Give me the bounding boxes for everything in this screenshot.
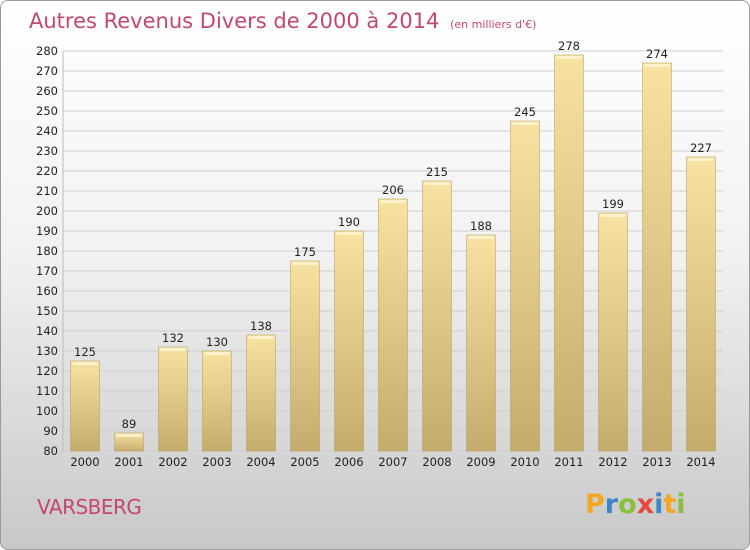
logo-letter: o	[618, 489, 637, 520]
y-tick-label: 170	[36, 264, 58, 278]
bar-highlight	[644, 64, 670, 67]
x-tick-label: 2000	[70, 455, 99, 469]
y-tick-label: 280	[36, 44, 58, 58]
bar-value-label: 278	[558, 39, 580, 53]
bar	[158, 346, 188, 452]
x-tick-label: 2011	[554, 455, 583, 469]
bar-highlight	[380, 200, 406, 203]
bar	[114, 432, 144, 452]
bar	[70, 360, 100, 452]
y-tick-label: 270	[36, 64, 58, 78]
bar	[598, 212, 628, 452]
bar	[202, 350, 232, 452]
x-tick-label: 2007	[378, 455, 407, 469]
bar	[290, 260, 320, 452]
y-tick-label: 250	[36, 104, 58, 118]
proxiti-logo: Proxiti	[585, 489, 686, 520]
logo-letter: P	[585, 489, 605, 520]
y-tick-label: 100	[36, 404, 58, 418]
y-tick-label: 190	[36, 224, 58, 238]
bar	[334, 230, 364, 452]
label-layer: 80 90 100 110 120 130 140 150 160 170 180 190 200 210…	[36, 39, 716, 469]
logo-letter: t	[663, 489, 677, 520]
bar-highlight	[72, 362, 98, 365]
bar-value-label: 190	[338, 215, 360, 229]
x-tick-label: 2010	[510, 455, 539, 469]
bar-highlight	[248, 336, 274, 339]
x-tick-label: 2003	[202, 455, 231, 469]
y-tick-label: 150	[36, 304, 58, 318]
logo-letter: i	[654, 489, 664, 520]
y-tick-label: 210	[36, 184, 58, 198]
bar-value-label: 132	[162, 331, 184, 345]
bar-value-label: 138	[250, 319, 272, 333]
y-tick-label: 260	[36, 84, 58, 98]
chart-title: Autres Revenus Divers de 2000 à 2014 (en…	[29, 9, 536, 33]
x-tick-label: 2014	[686, 455, 715, 469]
bar-layer	[70, 54, 716, 452]
bar-value-label: 245	[514, 105, 536, 119]
y-tick-label: 200	[36, 204, 58, 218]
y-tick-label: 230	[36, 144, 58, 158]
bar-value-label: 130	[206, 335, 228, 349]
bar-highlight	[468, 236, 494, 239]
bar-value-label: 227	[690, 141, 712, 155]
x-tick-label: 2001	[114, 455, 143, 469]
y-tick-label: 240	[36, 124, 58, 138]
bar	[378, 198, 408, 452]
bar-highlight	[204, 352, 230, 355]
bar-highlight	[556, 56, 582, 59]
y-tick-label: 110	[36, 384, 58, 398]
logo-letter: i	[676, 489, 686, 520]
chart-unit: (en milliers d'€)	[450, 18, 537, 31]
logo-letter: r	[604, 489, 619, 520]
bar	[686, 156, 716, 452]
bar-highlight	[424, 182, 450, 185]
bar-value-label: 206	[382, 183, 404, 197]
bar	[642, 62, 672, 452]
bar-highlight	[512, 122, 538, 125]
x-tick-label: 2004	[246, 455, 275, 469]
y-tick-label: 120	[36, 364, 58, 378]
x-tick-label: 2013	[642, 455, 671, 469]
chart-title-text: Autres Revenus Divers de 2000 à 2014	[29, 9, 440, 33]
bar-highlight	[600, 214, 626, 217]
bar	[510, 120, 540, 452]
x-tick-label: 2009	[466, 455, 495, 469]
bar	[422, 180, 452, 452]
y-tick-label: 160	[36, 284, 58, 298]
y-tick-label: 140	[36, 324, 58, 338]
commune-name: VARSBERG	[37, 495, 142, 519]
y-tick-label: 180	[36, 244, 58, 258]
x-tick-label: 2008	[422, 455, 451, 469]
bar-highlight	[336, 232, 362, 235]
logo-letter: x	[636, 489, 655, 520]
y-tick-label: 90	[43, 424, 58, 438]
bar	[246, 334, 276, 452]
bar-value-label: 175	[294, 245, 316, 259]
x-tick-label: 2012	[598, 455, 627, 469]
bar-highlight	[116, 434, 142, 437]
bar-value-label: 125	[74, 345, 96, 359]
x-tick-label: 2002	[158, 455, 187, 469]
bar-value-label: 215	[426, 165, 448, 179]
y-tick-label: 80	[43, 444, 58, 458]
bar	[466, 234, 496, 452]
bar-value-label: 89	[122, 417, 137, 431]
y-tick-label: 130	[36, 344, 58, 358]
bar-value-label: 199	[602, 197, 624, 211]
bar-value-label: 188	[470, 219, 492, 233]
bar-highlight	[688, 158, 714, 161]
bar	[554, 54, 584, 452]
bar-value-label: 274	[646, 47, 668, 61]
y-tick-label: 220	[36, 164, 58, 178]
x-tick-label: 2006	[334, 455, 363, 469]
bar-highlight	[292, 262, 318, 265]
bar-highlight	[160, 348, 186, 351]
x-tick-label: 2005	[290, 455, 319, 469]
